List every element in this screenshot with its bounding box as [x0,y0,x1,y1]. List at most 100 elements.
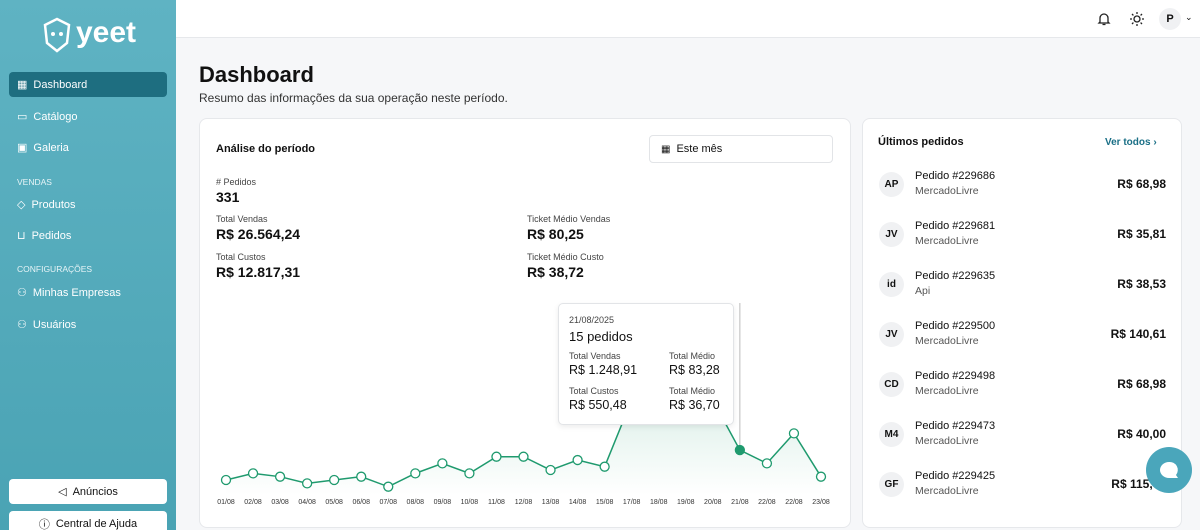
order-row[interactable]: JV Pedido #229681 MercadoLivre R$ 35,81 [862,214,1182,254]
metric-label: Ticket Médio Vendas [527,214,611,224]
order-amount: R$ 35,81 [1117,227,1166,241]
point [788,428,800,439]
help-button[interactable]: ⓘ Central de Ajuda [9,511,167,530]
nav-label: Catálogo [33,110,78,123]
metric-value: R$ 26.564,24 [216,226,301,242]
card-title: Últimos pedidos [878,136,964,148]
order-source: MercadoLivre [915,485,979,497]
order-row[interactable]: AP Pedido #229686 MercadoLivre R$ 68,98 [862,164,1182,204]
tooltip-label: Total Médio [669,386,716,396]
point [301,478,313,489]
point [491,451,502,462]
order-row[interactable]: M4 Pedido #229473 MercadoLivre R$ 40,00 [862,414,1182,454]
x-tick-label: 06/08 [352,499,370,506]
nav-label: Dashboard [33,78,88,91]
order-row[interactable]: CD Pedido #229498 MercadoLivre R$ 68,98 [862,364,1182,404]
x-tick-label: 07/08 [380,499,398,506]
nav-label: Produtos [31,198,76,211]
tooltip-label: Total Médio [669,351,716,361]
x-tick-label: 15/08 [596,499,614,506]
point [464,468,475,479]
x-tick-label: 10/08 [461,499,479,506]
logo-icon [43,17,71,53]
nav-item[interactable]: ▣ Galeria [17,141,69,155]
ads-button[interactable]: ◁ Anúncios [9,479,167,504]
x-tick-label: 18/08 [650,499,668,506]
chat-button[interactable] [1146,447,1192,493]
section-title: CONFIGURAÇÕES [17,264,93,274]
metric-value: R$ 38,72 [527,264,584,280]
order-avatar: AP [879,172,904,197]
avatar-caret[interactable]: ⌄ [1185,12,1193,22]
x-tick-label: 09/08 [434,499,452,506]
point [247,468,259,479]
avatar[interactable]: P [1159,8,1181,30]
x-tick-label: 22/08 [785,499,803,506]
order-avatar: id [879,272,904,297]
order-avatar: CD [879,372,904,397]
bell-icon[interactable] [1096,11,1112,27]
order-title: Pedido #229681 [915,220,996,232]
order-row[interactable]: JV Pedido #229500 MercadoLivre R$ 140,61 [862,314,1182,354]
chart-tooltip: 21/08/2025 15 pedidos Total Vendas R$ 1.2… [558,303,734,425]
nav-item[interactable]: ⊔ Pedidos [17,229,72,243]
tooltip-orders: 15 pedidos [569,329,633,344]
point [329,474,340,486]
theme-icon[interactable] [1129,11,1145,27]
order-source: MercadoLivre [915,185,979,197]
order-avatar: M4 [879,422,904,447]
order-title: Pedido #229473 [915,420,996,432]
top-bar: P ⌄ [176,0,1200,38]
x-tick-label: 08/08 [407,499,425,506]
x-tick-label: 22/08 [758,499,776,506]
x-tick-label: 11/08 [488,499,505,506]
point [383,481,394,492]
x-tick-label: 02/08 [244,499,262,506]
point [518,451,529,462]
sidebar: yeet ▦ Dashboard ▭ Catálogo ▣ Galeria VENDA… [0,0,176,530]
x-tick-label: 03/08 [271,499,289,506]
nav-item[interactable]: ⚇ Minhas Empresas [17,286,121,300]
order-amount: R$ 140,61 [1110,327,1166,341]
point [437,458,448,469]
point [734,444,746,456]
order-source: MercadoLivre [915,435,979,447]
nav-item[interactable]: ▦ Dashboard [9,72,167,97]
order-row[interactable]: id Pedido #229635 Api R$ 38,53 [862,264,1182,304]
nav-label: Galeria [33,141,69,154]
order-source: MercadoLivre [915,335,979,347]
order-amount: R$ 40,00 [1117,427,1166,441]
see-all-link[interactable]: Ver todos › [1105,137,1157,148]
link-label: Ver todos [1105,137,1151,148]
nav-label: Pedidos [31,229,72,242]
order-row[interactable]: GF Pedido #229425 MercadoLivre R$ 115,00 [862,464,1182,504]
chat-icon [1160,461,1178,478]
nav-item[interactable]: ⚇ Usuários [17,318,77,332]
x-tick-label: 13/08 [542,499,560,506]
point [220,474,232,486]
nav-label: Minhas Empresas [32,286,121,299]
point [356,471,367,482]
order-title: Pedido #229686 [915,170,996,182]
point [545,464,556,476]
orders-card [862,118,1182,528]
card-title: Análise do período [216,143,316,155]
x-tick-label: 04/08 [298,499,316,506]
nav-item[interactable]: ▭ Catálogo [17,110,78,124]
point [572,454,583,466]
order-title: Pedido #229500 [915,320,996,332]
nav-item[interactable]: ◇ Produtos [17,198,76,212]
order-amount: R$ 68,98 [1117,177,1166,191]
order-title: Pedido #229498 [915,370,996,382]
tooltip-value: R$ 550,48 [569,398,627,412]
x-tick-label: 19/08 [677,499,695,506]
metric-label: Total Vendas [216,214,268,224]
metric-label: Total Custos [216,252,266,262]
point [410,468,421,479]
period-select[interactable]: ▦ Este mês [649,135,833,163]
metric-label: Ticket Médio Custo [527,252,604,262]
x-tick-label: 05/08 [325,499,343,506]
section-title: VENDAS [17,177,52,187]
order-avatar: JV [879,222,904,247]
